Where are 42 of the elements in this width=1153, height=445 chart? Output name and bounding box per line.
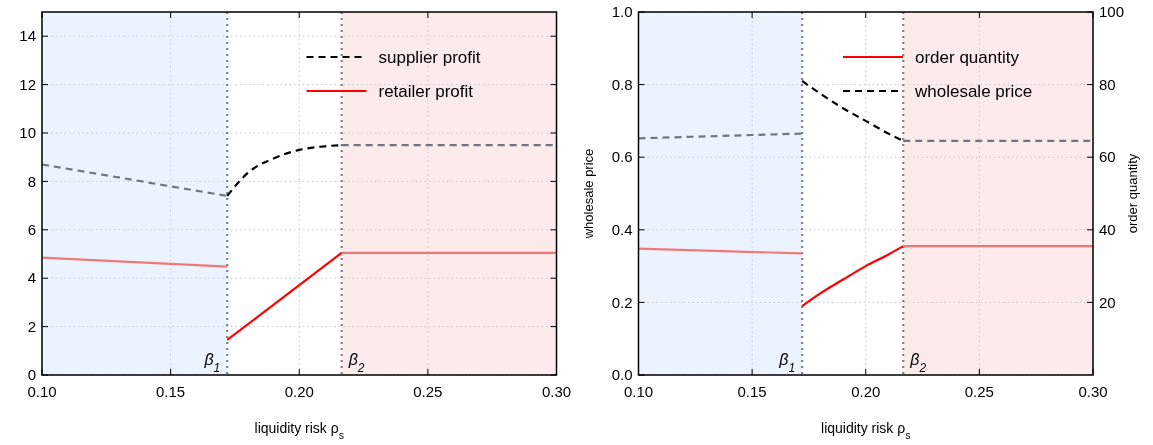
y-tick-label: 0.8 — [611, 75, 633, 93]
y-tick-label: 14 — [19, 27, 36, 45]
y-tick-label: 8 — [27, 172, 36, 190]
y-tick-label: 2 — [27, 317, 36, 335]
y2-tick-label: 40 — [1099, 221, 1116, 239]
y2-tick-label: 80 — [1099, 75, 1116, 93]
x-tick-label: 0.15 — [737, 383, 767, 400]
y-tick-label: 0.2 — [611, 293, 633, 311]
y-axis-title: wholesale price — [580, 148, 596, 240]
y-tick-label: 1.0 — [611, 3, 633, 21]
y-tick-label: 10 — [19, 124, 36, 142]
ref-line-label: β$_{2}$ — [909, 351, 927, 375]
y-tick-label: 0.4 — [611, 221, 633, 239]
ref-line-label: β$_{1}$ — [203, 351, 221, 375]
y2-axis-title: order quantity — [1125, 153, 1140, 234]
x-tick-label: 0.30 — [541, 383, 572, 400]
ref-line-label: β$_{2}$ — [347, 351, 365, 375]
line-series — [801, 245, 905, 308]
x-tick-label: 0.10 — [623, 383, 654, 400]
x-tick-label: 0.30 — [1078, 383, 1108, 400]
ref-line-label: β$_{1}$ — [778, 351, 796, 375]
y-tick-label: 4 — [27, 269, 36, 287]
x-tick-label: 0.15 — [156, 383, 186, 400]
x-axis-title: liquidity risk ρ$_{s}$ — [254, 420, 344, 441]
x-axis-title: liquidity risk ρ$_{s}$ — [821, 420, 911, 441]
legend-label: order quantity — [915, 47, 1020, 67]
legend-label: wholesale price — [914, 81, 1033, 101]
y-tick-label: 0.0 — [611, 366, 633, 384]
x-tick-label: 0.25 — [413, 383, 443, 400]
legend-label: retailer profit — [378, 81, 474, 101]
y-tick-label: 12 — [19, 75, 36, 93]
x-tick-label: 0.25 — [964, 383, 994, 400]
x-tick-label: 0.20 — [851, 383, 881, 400]
y2-tick-label: 20 — [1099, 293, 1116, 311]
y-tick-label: 0.6 — [611, 148, 633, 166]
y-tick-label: 0 — [27, 366, 36, 384]
y-tick-label: 6 — [27, 221, 36, 239]
y2-tick-label: 60 — [1099, 148, 1116, 166]
y2-tick-label: 100 — [1099, 3, 1125, 21]
legend-label: supplier profit — [378, 47, 481, 67]
x-tick-label: 0.10 — [27, 383, 57, 400]
x-tick-label: 0.20 — [284, 383, 314, 400]
